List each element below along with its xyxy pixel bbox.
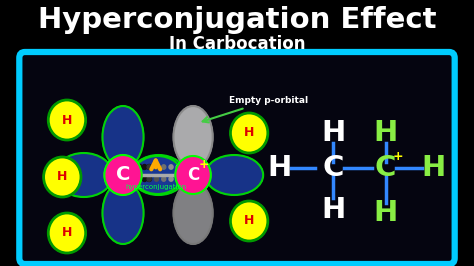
Text: H: H [421, 154, 446, 182]
Text: In Carbocation: In Carbocation [169, 35, 305, 53]
Text: H: H [244, 127, 255, 139]
Circle shape [176, 177, 181, 181]
Circle shape [142, 177, 147, 181]
Circle shape [155, 165, 158, 169]
Circle shape [175, 156, 211, 194]
Circle shape [142, 164, 147, 169]
Text: H: H [57, 171, 67, 184]
Circle shape [230, 113, 268, 153]
Circle shape [104, 155, 142, 195]
Circle shape [169, 177, 173, 181]
Circle shape [48, 213, 86, 253]
Circle shape [155, 177, 158, 181]
Text: C: C [187, 166, 199, 184]
Circle shape [128, 177, 133, 181]
Text: hyperconjugation: hyperconjugation [125, 184, 186, 190]
Text: C: C [375, 154, 396, 182]
Text: C: C [322, 154, 344, 182]
Ellipse shape [173, 106, 213, 168]
Circle shape [147, 165, 151, 169]
Text: H: H [244, 214, 255, 227]
Ellipse shape [133, 156, 182, 194]
Circle shape [133, 164, 137, 169]
Ellipse shape [55, 153, 113, 197]
Text: Hyperconjugation Effect: Hyperconjugation Effect [38, 6, 436, 34]
Circle shape [169, 165, 173, 169]
Circle shape [230, 201, 268, 241]
Text: H: H [374, 119, 398, 147]
Circle shape [48, 100, 86, 140]
Text: H: H [62, 114, 72, 127]
Circle shape [162, 165, 166, 169]
Circle shape [147, 177, 152, 181]
Circle shape [147, 177, 151, 181]
Circle shape [137, 164, 142, 169]
Text: H: H [321, 119, 346, 147]
Text: Empty p-orbital: Empty p-orbital [202, 96, 308, 122]
Text: H: H [321, 196, 346, 224]
Text: C: C [116, 165, 130, 185]
Text: +: + [199, 159, 210, 172]
Ellipse shape [102, 106, 144, 168]
Circle shape [183, 177, 188, 181]
FancyBboxPatch shape [19, 52, 455, 264]
Circle shape [128, 164, 133, 169]
Text: H: H [268, 154, 292, 182]
Ellipse shape [173, 182, 213, 244]
Ellipse shape [102, 182, 144, 244]
Text: +: + [392, 149, 403, 163]
Text: H: H [374, 199, 398, 227]
Ellipse shape [131, 155, 186, 195]
Circle shape [137, 177, 142, 181]
Circle shape [162, 177, 166, 181]
Circle shape [133, 177, 137, 181]
Circle shape [183, 165, 188, 169]
Ellipse shape [205, 155, 263, 195]
Circle shape [44, 157, 81, 197]
Circle shape [147, 164, 152, 169]
Circle shape [176, 165, 181, 169]
Text: H: H [62, 227, 72, 239]
